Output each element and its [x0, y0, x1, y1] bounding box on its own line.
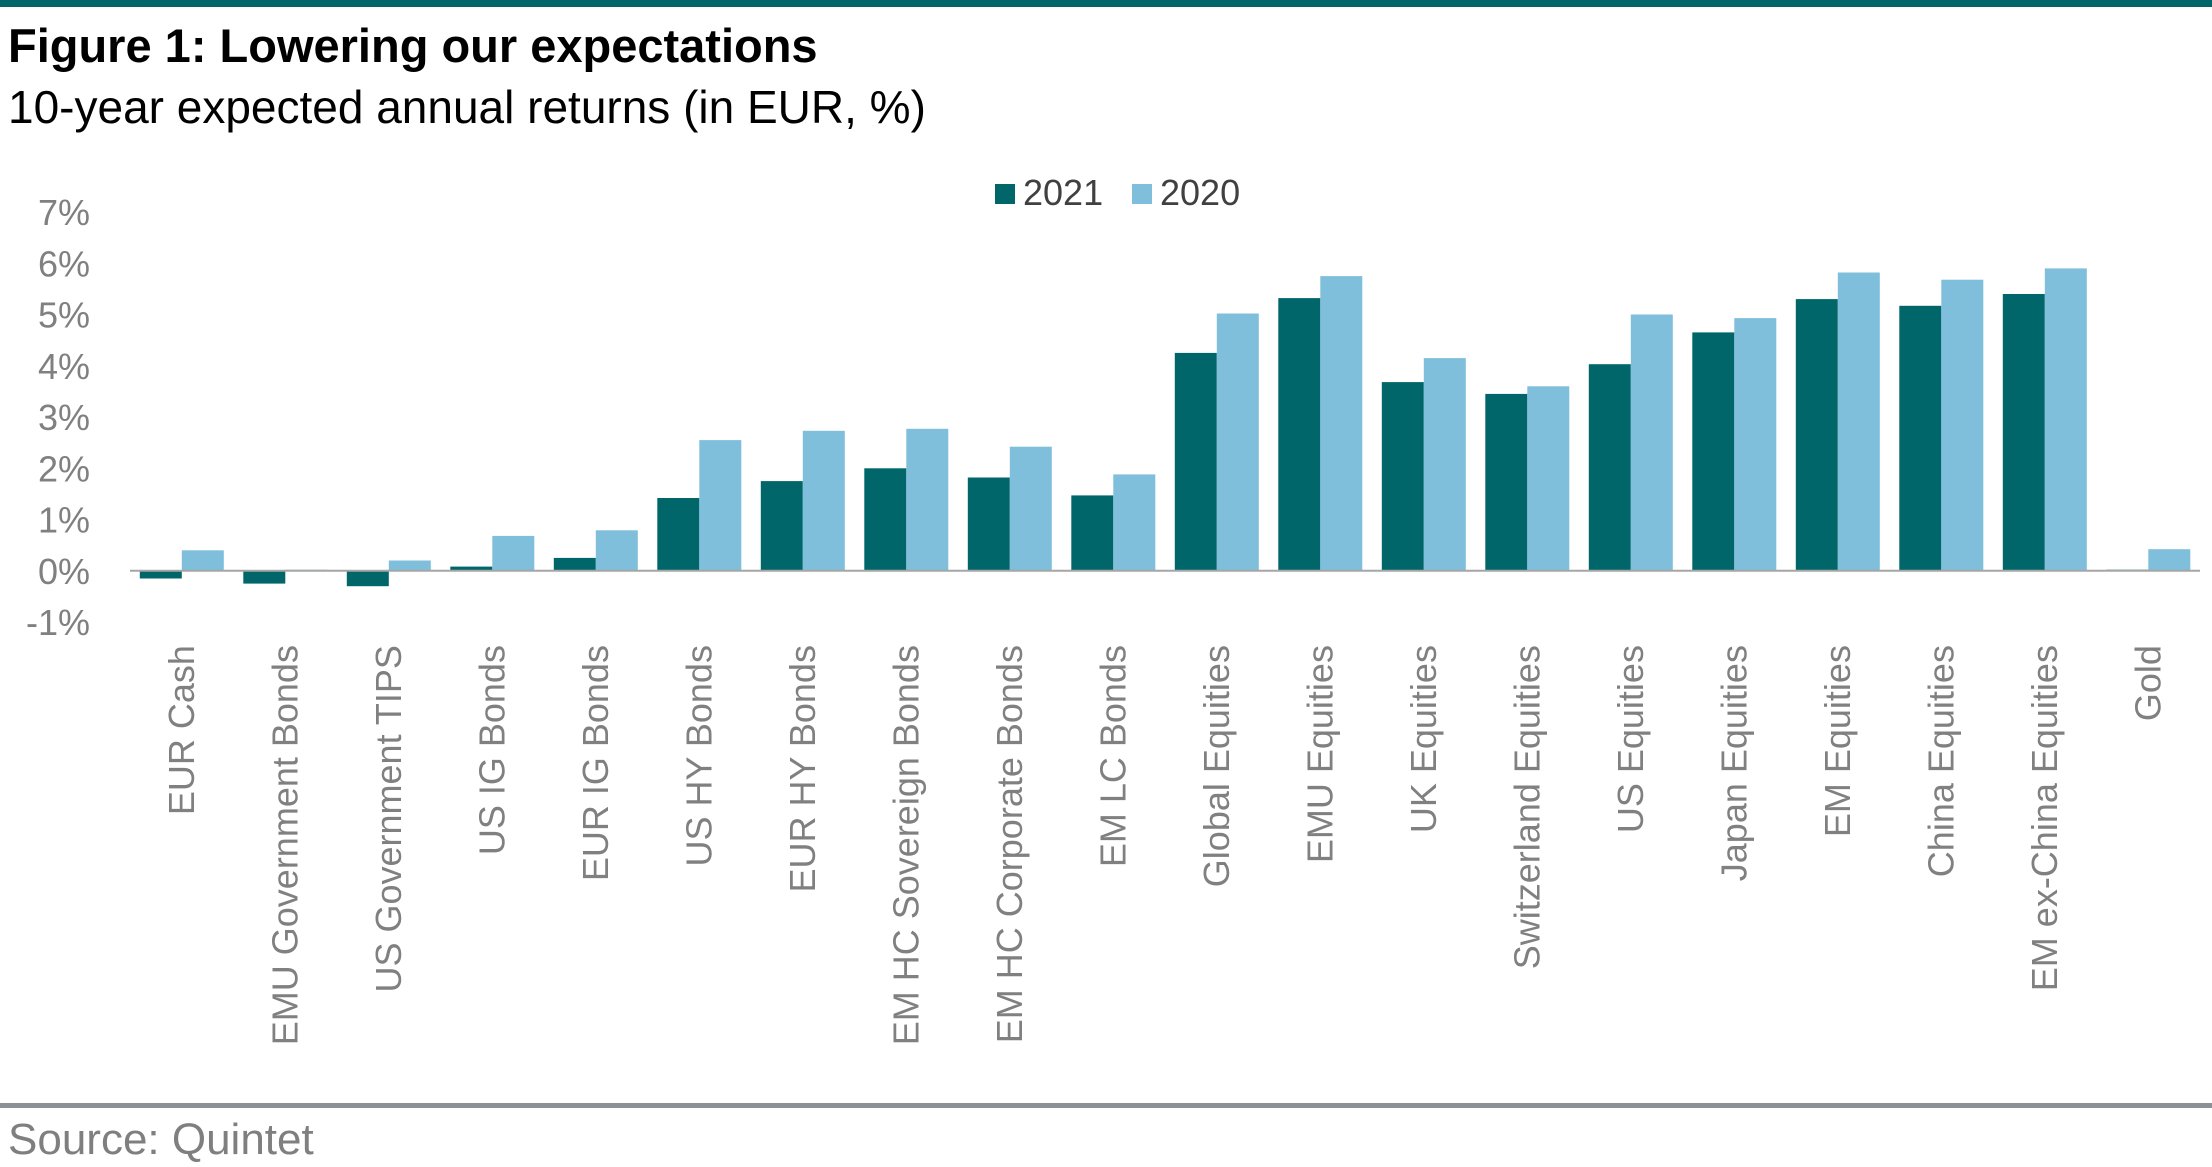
bar-2021-2	[243, 570, 286, 584]
bar-2020-3	[388, 560, 431, 571]
bar-2020-5	[595, 530, 638, 571]
bar-2020-12	[1320, 276, 1363, 571]
bar-2020-7	[802, 430, 845, 571]
bar-2021-15	[1588, 364, 1631, 571]
bar-2021-14	[1485, 393, 1528, 571]
x-category-label: EM LC Bonds	[1092, 645, 1133, 867]
legend-label-2021: 2021	[1023, 172, 1103, 213]
bar-2020-4	[492, 535, 535, 571]
x-category-label: EUR Cash	[161, 645, 202, 815]
bar-2020-11	[1216, 313, 1259, 571]
bar-2020-1	[181, 550, 224, 571]
figure-title: Figure 1: Lowering our expectations	[8, 19, 818, 72]
bar-2020-13	[1423, 358, 1466, 571]
x-category-label: Switzerland Equities	[1506, 645, 1547, 969]
y-tick-label: 4%	[38, 346, 90, 387]
bar-2020-17	[1837, 272, 1880, 571]
y-tick-label: 5%	[38, 295, 90, 336]
bar-2020-16	[1734, 318, 1777, 571]
bar-2020-20	[2148, 549, 2191, 571]
bar-2021-1	[139, 570, 182, 579]
x-category-label: EMU Government Bonds	[264, 645, 305, 1045]
legend-swatch-2020	[1132, 184, 1152, 204]
x-category-label: UK Equities	[1403, 645, 1444, 833]
x-category-label: EUR IG Bonds	[575, 645, 616, 881]
x-category-label: Japan Equities	[1713, 645, 1754, 881]
bar-2020-9	[1009, 446, 1052, 571]
source-note: Source: Quintet	[8, 1115, 314, 1164]
bar-2020-6	[699, 440, 742, 571]
top-rule	[0, 0, 2212, 7]
x-category-label: EM ex-China Equities	[2024, 645, 2065, 991]
y-tick-label: 1%	[38, 500, 90, 541]
bar-2020-15	[1630, 314, 1673, 571]
bar-2021-17	[1795, 299, 1838, 571]
bar-2021-13	[1381, 382, 1424, 571]
bar-2021-4	[450, 566, 493, 571]
y-tick-label: -1%	[26, 602, 90, 643]
x-category-label: US HY Bonds	[678, 645, 719, 866]
bar-2020-18	[1941, 279, 1984, 571]
x-category-label: US Government TIPS	[368, 645, 409, 992]
y-tick-label: 2%	[38, 448, 90, 489]
bar-2021-6	[657, 498, 700, 571]
bar-2021-8	[864, 468, 907, 571]
bar-2021-19	[2002, 294, 2045, 571]
figure-subtitle: 10-year expected annual returns (in EUR,…	[8, 81, 926, 133]
legend-swatch-2021	[995, 184, 1015, 204]
x-category-label: Global Equities	[1196, 645, 1237, 887]
x-category-label: EUR HY Bonds	[782, 645, 823, 892]
bar-2021-18	[1899, 305, 1942, 571]
x-category-label: EM Equities	[1817, 645, 1858, 837]
bar-2021-11	[1174, 352, 1217, 571]
x-category-label: EMU Equities	[1299, 645, 1340, 863]
x-category-label: China Equities	[1920, 645, 1961, 877]
bar-2021-9	[967, 477, 1010, 571]
bar-chart: 7% 6% 5% 4% 3% 2% 1% 0% -1% EUR Cash EMU Governmen…	[26, 172, 2200, 1045]
bar-2021-5	[553, 557, 596, 571]
x-category-label: US Equities	[1610, 645, 1651, 833]
x-category-label: US IG Bonds	[471, 645, 512, 855]
bar-2021-10	[1071, 495, 1114, 571]
bar-2020-19	[2044, 268, 2087, 571]
bar-2021-12	[1278, 298, 1321, 571]
bar-2020-10	[1113, 474, 1156, 571]
x-category-label: EM HC Sovereign Bonds	[885, 645, 926, 1045]
bar-2020-8	[906, 428, 949, 571]
bar-2021-3	[346, 570, 389, 587]
y-tick-label: 6%	[38, 243, 90, 284]
bar-2021-7	[760, 481, 803, 571]
y-tick-label: 0%	[38, 551, 90, 592]
x-category-label: EM HC Corporate Bonds	[989, 645, 1030, 1043]
bar-2020-14	[1527, 386, 1570, 571]
legend-label-2020: 2020	[1160, 172, 1240, 213]
y-tick-label: 3%	[38, 397, 90, 438]
x-category-label: Gold	[2127, 645, 2168, 721]
bar-2021-16	[1692, 332, 1735, 571]
bottom-rule	[0, 1103, 2212, 1108]
y-tick-label: 7%	[38, 192, 90, 233]
